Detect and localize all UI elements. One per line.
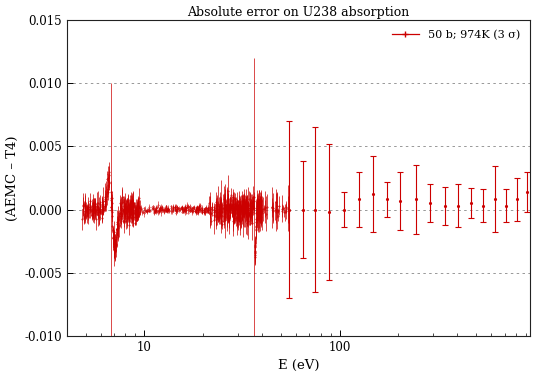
Y-axis label: (AEMC – T4): (AEMC – T4) xyxy=(5,135,19,221)
Title: Absolute error on U238 absorption: Absolute error on U238 absorption xyxy=(188,6,410,19)
Legend: 50 b; 974K (3 σ): 50 b; 974K (3 σ) xyxy=(387,25,525,45)
X-axis label: E (eV): E (eV) xyxy=(278,359,319,372)
